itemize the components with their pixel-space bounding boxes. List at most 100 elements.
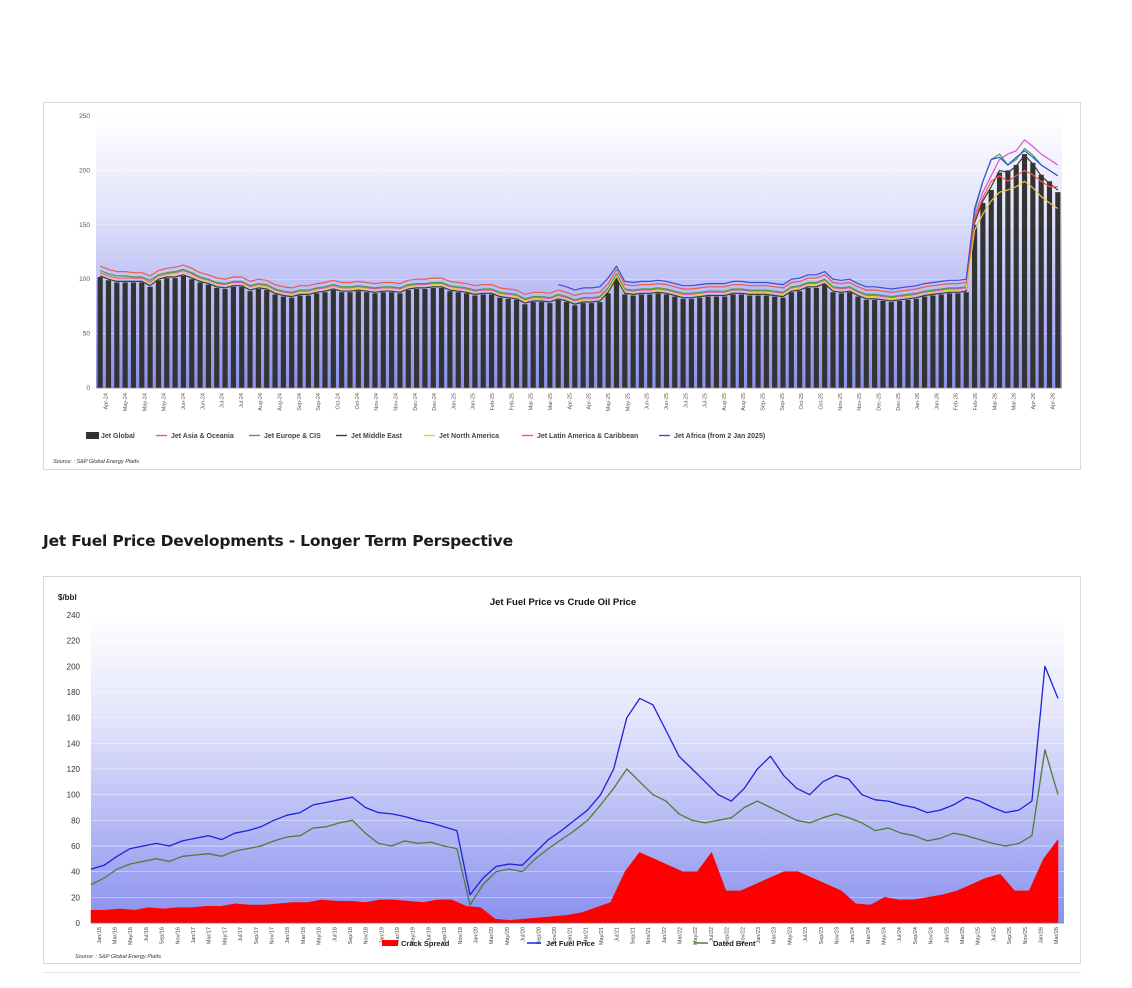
bar-jet-global	[622, 294, 628, 388]
legend-label: Jet Middle East	[351, 433, 403, 440]
y-tick-label: 60	[71, 842, 80, 851]
legend-swatch	[382, 940, 398, 946]
x-tick-label: Oct-25	[819, 393, 825, 410]
x-tick-label: Oct-25	[799, 393, 805, 410]
x-tick-label: Apr-25	[567, 393, 573, 410]
x-tick-label: Jan/25	[944, 927, 950, 944]
bar-jet-global	[280, 296, 286, 388]
x-tick-label: Aug-24	[278, 393, 284, 411]
bar-jet-global	[1030, 162, 1036, 388]
x-tick-label: Sep-24	[316, 393, 322, 411]
x-tick-label: Jul-25	[703, 393, 709, 408]
y-tick-label: 180	[67, 688, 81, 697]
x-tick-label: Mar/17	[207, 927, 213, 944]
bar-jet-global	[189, 279, 195, 388]
x-tick-label: May/25	[976, 927, 982, 945]
x-tick-label: Jan/22	[662, 927, 668, 944]
series-line	[99, 139, 1059, 302]
bar-jet-global	[730, 294, 736, 388]
bar-jet-global	[797, 291, 803, 388]
series-line	[99, 169, 1058, 297]
y-tick-label: 80	[71, 816, 80, 825]
x-tick-label: Feb-25	[509, 393, 515, 410]
x-tick-label: May/22	[693, 927, 699, 945]
bar-jet-global	[264, 290, 270, 388]
legend-swatch	[86, 432, 99, 439]
bar-jet-global	[239, 286, 245, 388]
x-tick-label: Jan/19	[379, 927, 385, 944]
series-line	[99, 180, 1059, 303]
x-tick-label: May/17	[222, 927, 228, 945]
x-tick-label: Sep/17	[254, 927, 260, 944]
bar-jet-global	[938, 294, 944, 388]
bar-jet-global	[880, 300, 886, 388]
x-tick-label: Feb-26	[954, 393, 960, 410]
bar-jet-global	[447, 291, 453, 388]
jet-vs-crude-chart: Jet Fuel Price vs Crude Oil Price $/bbl 0 2…	[58, 593, 1064, 960]
bar-jet-global	[497, 297, 503, 388]
y-tick-label: 240	[67, 611, 81, 620]
bar-jet-global	[780, 297, 786, 388]
x-tick-label: Nov/23	[834, 927, 840, 944]
bar-jet-global	[480, 294, 486, 388]
bar-jet-global	[105, 280, 112, 388]
bar-jet-global	[389, 292, 395, 388]
x-tick-label: Jan-25	[451, 393, 457, 410]
x-tick-label: Jan/16	[97, 927, 103, 944]
bar-jet-global	[397, 293, 403, 388]
bar-jet-global	[522, 304, 528, 388]
x-tick-label: Jan/21	[568, 927, 574, 944]
regional-jet-price-chart-panel: 0 50 100 150 200 250 Apr-24 May-24 May-24 May-24 J…	[43, 102, 1081, 470]
x-tick-label: Jul/16	[144, 927, 150, 942]
x-tick-label: Jan-25	[471, 393, 477, 410]
bar-jet-global	[197, 282, 203, 388]
bar-jet-global	[855, 296, 861, 388]
bar-jet-global	[305, 295, 311, 388]
bar-jet-global	[472, 295, 478, 388]
x-tick-label: May/18	[317, 927, 323, 945]
y-tick-label: 120	[67, 765, 81, 774]
bar-jet-global	[339, 292, 345, 388]
legend-label: Jet North America	[439, 433, 499, 440]
bar-jet-global	[813, 287, 819, 388]
bar-jet-global	[97, 277, 103, 388]
x-tick-label: Jul-25	[683, 393, 689, 408]
x-tick-label: Mar/26	[1054, 927, 1060, 944]
x-tick-label: Sep-25	[761, 393, 767, 411]
x-tick-label: Jan/24	[850, 927, 856, 944]
bar-jet-global	[139, 282, 145, 388]
bar-jet-global	[422, 288, 428, 388]
x-tick-label: Jul/21	[615, 927, 621, 942]
bar-jet-global	[405, 290, 411, 388]
bar-jet-global	[922, 296, 928, 388]
bar-jet-global	[697, 297, 703, 388]
x-tick-label: Nov-24	[374, 393, 380, 411]
bar-jet-global	[1055, 192, 1061, 388]
x-tick-label: Mar-25	[529, 393, 535, 410]
bar-jet-global	[946, 293, 953, 388]
x-tick-label: Jul/25	[991, 927, 997, 942]
bar-jet-global	[364, 292, 370, 388]
x-tick-label: Jul-24	[239, 393, 245, 408]
bar-jet-global	[580, 303, 586, 388]
bar-jet-global	[555, 299, 561, 388]
bar-jet-global	[439, 287, 445, 388]
bar-jet-global	[505, 298, 511, 388]
x-tick-label: Nov/24	[929, 927, 935, 944]
x-tick-label: Feb-26	[973, 393, 979, 410]
series-line	[558, 150, 1059, 291]
bar-jet-global	[314, 293, 320, 388]
x-tick-label: Nov-25	[857, 393, 863, 411]
x-tick-label: Sep/25	[1007, 927, 1013, 944]
x-tick-label: Dec-25	[876, 393, 882, 411]
bar-jet-global	[963, 292, 969, 388]
bar-jet-global	[147, 286, 153, 388]
x-tick-label: May/24	[882, 927, 888, 945]
bar-jet-global	[847, 292, 853, 388]
bar-jet-global	[830, 292, 836, 388]
bar-jet-global	[513, 299, 520, 388]
bar-jet-global	[747, 295, 753, 388]
bar-jet-global	[255, 288, 261, 388]
x-tick-label: May-25	[606, 393, 612, 411]
x-tick-label: Jul/22	[709, 927, 715, 942]
